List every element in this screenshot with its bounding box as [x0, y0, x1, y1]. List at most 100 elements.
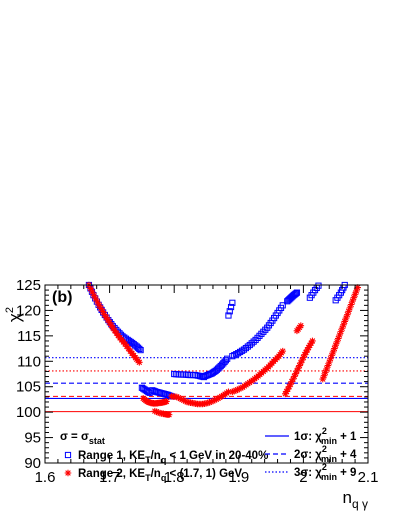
legend-sigma-sup: 2	[322, 444, 327, 454]
data-point	[104, 316, 112, 324]
legend-header: σ = σstat	[60, 431, 105, 446]
legend-entry-text: Range 2, KE	[78, 468, 145, 480]
data-point	[252, 336, 259, 344]
y-axis-label-sup: 2	[4, 307, 16, 313]
data-point	[211, 396, 218, 404]
legend-entry-text: Range 1, KE	[78, 450, 145, 462]
data-point	[332, 341, 339, 349]
data-point	[188, 371, 195, 379]
data-point	[136, 359, 143, 366]
data-point	[279, 302, 286, 309]
data-point	[327, 355, 334, 363]
legend-entry-mid: /n	[151, 450, 161, 462]
data-point	[108, 322, 115, 329]
data-point	[109, 324, 117, 332]
y-tick-label: 110	[17, 353, 41, 370]
data-point	[180, 396, 187, 404]
data-point	[165, 411, 173, 418]
data-point	[354, 284, 361, 291]
data-point	[89, 288, 96, 296]
data-point	[347, 301, 355, 308]
data-point	[291, 373, 298, 380]
plot-area	[45, 357, 368, 413]
legend-sigma-solid: 1σ: χ2 min + 1	[294, 426, 357, 446]
data-point	[303, 346, 311, 354]
legend-marker-2	[64, 469, 72, 477]
y-axis-label: χ2	[4, 307, 24, 322]
data-point	[293, 367, 301, 375]
data-point	[154, 409, 162, 416]
data-point	[297, 322, 305, 329]
y-tick-label: 115	[17, 328, 41, 345]
legend-marker-1	[64, 451, 72, 459]
data-point	[94, 298, 101, 306]
data-point	[279, 347, 287, 355]
legend-sigma-tail: + 1	[337, 431, 357, 443]
data-point	[344, 311, 351, 318]
data-point	[301, 351, 308, 358]
y-tick-label: 95	[24, 430, 41, 447]
data-point	[334, 335, 342, 342]
legend-entry-sub: T	[145, 473, 151, 483]
data-point	[328, 352, 336, 359]
data-point	[226, 308, 233, 315]
x-tick-label: 1.8	[164, 469, 185, 486]
data-point	[351, 291, 359, 298]
data-point	[297, 359, 305, 367]
data-point	[293, 289, 301, 296]
legend-entry-tail: < (1.7, 1) GeV	[166, 468, 242, 480]
data-point	[307, 339, 315, 347]
legend-sigma-sub: min	[321, 436, 337, 446]
x-axis-label: nq γ	[343, 488, 368, 511]
y-axis-label-main: χ	[5, 313, 24, 322]
data-point	[292, 290, 299, 297]
data-point	[331, 345, 338, 352]
legend-sigma-dotted: 3σ: χ2 min + 9	[294, 462, 356, 482]
data-point	[97, 305, 105, 312]
data-layer	[85, 281, 361, 418]
data-point	[302, 349, 310, 356]
data-point	[349, 297, 356, 305]
data-point	[227, 303, 235, 311]
data-point	[346, 304, 354, 312]
data-point	[336, 331, 343, 339]
data-point	[320, 372, 328, 379]
data-point	[246, 341, 253, 349]
data-point	[237, 384, 245, 392]
data-point	[289, 375, 297, 383]
data-point	[337, 328, 345, 335]
data-point	[309, 337, 316, 345]
data-point	[350, 294, 358, 302]
data-point	[282, 390, 289, 398]
data-point	[287, 380, 294, 388]
x-tick-label: 1.7	[99, 469, 120, 486]
data-point	[95, 302, 103, 309]
data-point	[260, 328, 267, 335]
data-point	[231, 352, 238, 359]
legend-sigma-sup: 2	[322, 426, 327, 436]
data-point	[248, 340, 255, 347]
x-axis-label-main: n	[343, 488, 352, 507]
data-point	[153, 408, 160, 416]
data-point	[90, 292, 98, 299]
legend-entry-sub: q	[161, 455, 167, 465]
data-point	[204, 399, 212, 407]
legend-sigma-sub: min	[321, 472, 337, 482]
legend-entry-mid: /n	[151, 468, 161, 480]
data-point	[254, 334, 261, 341]
data-point	[101, 311, 108, 318]
data-point	[232, 387, 240, 394]
data-point	[244, 343, 251, 350]
data-point	[300, 354, 307, 361]
data-point	[340, 321, 347, 329]
data-point	[209, 397, 217, 405]
y-tick-label: 90	[24, 455, 41, 472]
legend-entry-sub: q	[161, 473, 167, 483]
data-point	[225, 312, 232, 319]
data-point	[179, 371, 186, 378]
data-point	[283, 388, 290, 395]
data-point	[298, 356, 306, 364]
data-point	[333, 338, 341, 346]
